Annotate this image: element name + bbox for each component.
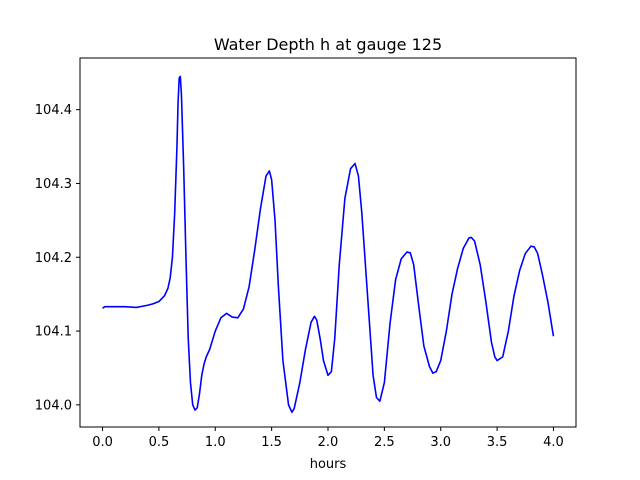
x-tick-label: 1.0	[205, 435, 226, 450]
y-tick-label: 104.1	[35, 325, 72, 340]
x-tick-label: 0.0	[92, 435, 113, 450]
x-tick-label: 3.0	[430, 435, 451, 450]
series-line-0	[102, 75, 555, 414]
y-tick-label: 104.3	[35, 177, 72, 192]
x-axis-label: hours	[310, 457, 347, 472]
y-tick-label: 104.0	[35, 398, 72, 413]
x-tick-label: 2.0	[318, 435, 339, 450]
x-tick-label: 0.5	[149, 435, 170, 450]
plot-content	[102, 75, 555, 414]
x-tick-label: 4.0	[543, 435, 564, 450]
y-tick-label: 104.4	[35, 103, 72, 118]
x-tick-label: 3.5	[487, 435, 508, 450]
y-tick-label: 104.2	[35, 251, 72, 266]
x-axis: 0.0 0.5 1.0 1.5 2.0 2.5 3.0 3.5 4.0	[92, 427, 564, 450]
x-tick-label: 2.5	[374, 435, 395, 450]
chart-title: Water Depth h at gauge 125	[214, 35, 442, 54]
x-tick-label: 1.5	[261, 435, 282, 450]
y-axis: 104.0 104.1 104.2 104.3 104.4	[35, 103, 80, 413]
